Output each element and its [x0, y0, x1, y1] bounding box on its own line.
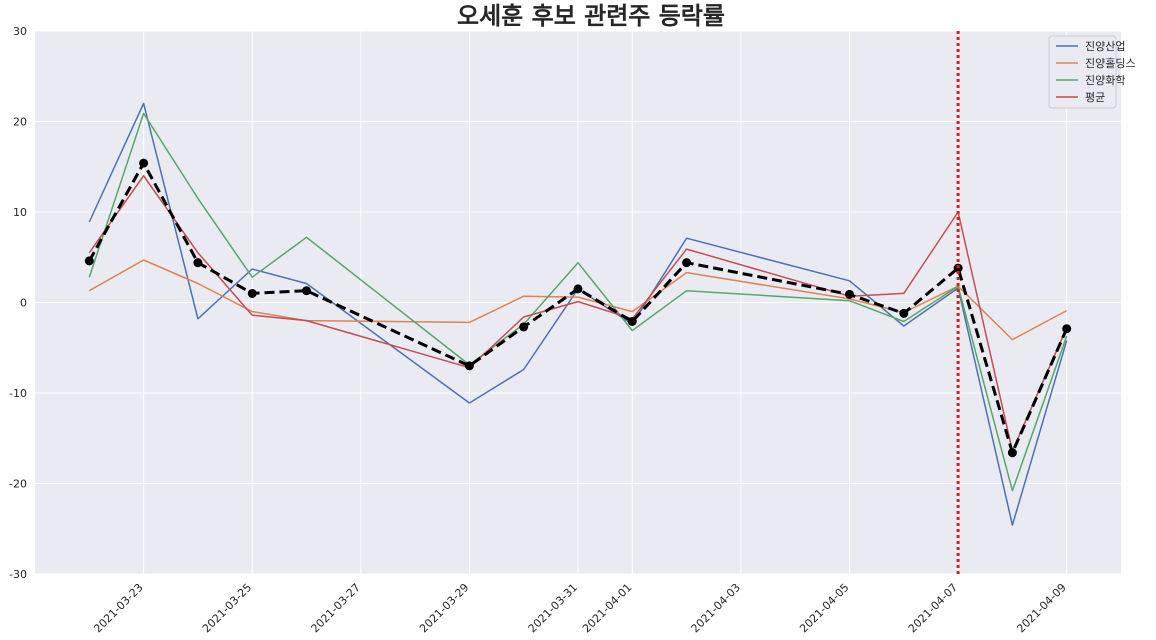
- x-tick-label: 2021-03-27: [309, 581, 363, 635]
- y-tick-label: 0: [20, 297, 27, 310]
- mean-point: [573, 284, 583, 294]
- mean-point: [519, 322, 529, 332]
- mean-point: [1062, 324, 1072, 334]
- mean-point: [845, 289, 854, 299]
- legend-label: 진양산업: [1085, 40, 1125, 53]
- mean-point: [899, 308, 909, 318]
- y-tick-label: 30: [13, 25, 27, 38]
- legend-box: [1048, 35, 1117, 109]
- chart-title: 오세훈 후보 관련주 등락률: [457, 2, 725, 30]
- mean-point: [193, 258, 203, 268]
- y-tick-label: 10: [13, 206, 27, 219]
- mean-point: [302, 286, 311, 296]
- x-tick-label: 2021-04-05: [797, 581, 851, 635]
- x-tick-label: 2021-04-03: [689, 581, 743, 635]
- mean-point: [139, 158, 149, 168]
- y-tick-label: -20: [9, 478, 27, 491]
- legend-label: 평균: [1085, 91, 1105, 104]
- gridlines: [35, 30, 1121, 575]
- series-line: [88, 112, 1068, 492]
- y-axis-ticks: -30 -20 -10 0 10 20 30: [9, 25, 27, 581]
- x-axis-ticks: 2021-03-23 2021-03-25 2021-03-27 2021-03-29…: [91, 581, 1069, 635]
- mean-point: [627, 317, 637, 327]
- legend-label: 진양화학: [1085, 74, 1125, 87]
- mean-point: [1007, 448, 1017, 458]
- mean-line: [84, 158, 1072, 458]
- legend-label: 진양홀딩스: [1085, 57, 1136, 70]
- x-tick-label: 2021-03-29: [417, 581, 471, 635]
- x-tick-label: 2021-04-07: [906, 581, 960, 635]
- series-line: [88, 259, 1068, 341]
- y-tick-label: 20: [13, 116, 27, 129]
- x-tick-label: 2021-04-01: [580, 581, 634, 635]
- x-tick-label: 2021-04-09: [1014, 581, 1068, 635]
- mean-point: [247, 288, 257, 298]
- x-tick-label: 2021-03-25: [200, 581, 254, 635]
- mean-point: [464, 361, 474, 371]
- x-tick-label: 2021-03-31: [526, 581, 580, 635]
- x-tick-label: 2021-03-23: [91, 581, 145, 635]
- y-tick-label: -30: [9, 568, 27, 581]
- mean-point: [682, 258, 692, 268]
- mean-point: [84, 256, 94, 266]
- mean-point: [953, 263, 963, 273]
- y-tick-label: -10: [9, 387, 27, 400]
